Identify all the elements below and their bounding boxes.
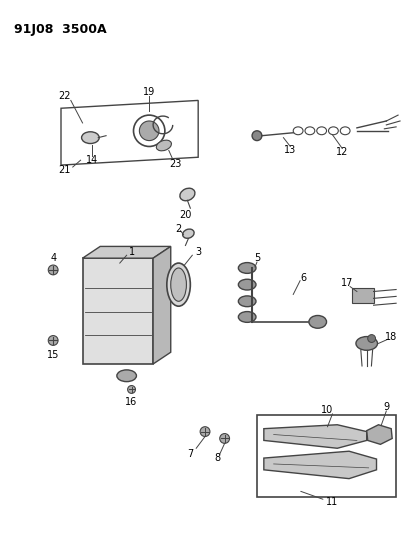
Ellipse shape: [182, 229, 194, 238]
Ellipse shape: [166, 263, 190, 306]
Text: 4: 4: [50, 253, 56, 263]
Text: 22: 22: [59, 91, 71, 101]
Ellipse shape: [238, 312, 255, 322]
Circle shape: [127, 385, 135, 393]
Polygon shape: [82, 246, 170, 258]
Ellipse shape: [81, 132, 99, 143]
Circle shape: [48, 336, 58, 345]
Polygon shape: [153, 246, 170, 364]
Text: 3: 3: [195, 247, 201, 257]
Text: 8: 8: [214, 453, 220, 463]
Text: 18: 18: [384, 332, 396, 342]
Polygon shape: [263, 425, 366, 448]
Text: 14: 14: [86, 155, 98, 165]
Polygon shape: [263, 451, 375, 479]
Ellipse shape: [238, 263, 255, 273]
Text: 91J08  3500A: 91J08 3500A: [14, 23, 106, 36]
Text: 20: 20: [179, 210, 191, 220]
Text: 7: 7: [187, 449, 193, 459]
Ellipse shape: [308, 316, 326, 328]
Ellipse shape: [156, 140, 171, 151]
Bar: [82, 258, 153, 364]
Circle shape: [252, 131, 261, 141]
Circle shape: [199, 427, 209, 437]
Text: 21: 21: [59, 165, 71, 175]
Circle shape: [367, 335, 375, 342]
Text: 1: 1: [128, 247, 134, 257]
Bar: [256, 415, 395, 497]
Text: 11: 11: [325, 497, 338, 507]
Text: 12: 12: [335, 147, 348, 157]
Ellipse shape: [238, 279, 255, 290]
Ellipse shape: [170, 268, 186, 301]
Text: 19: 19: [143, 86, 155, 96]
Circle shape: [219, 433, 229, 443]
Polygon shape: [366, 425, 391, 445]
Text: 23: 23: [169, 159, 181, 169]
Ellipse shape: [355, 336, 377, 350]
Text: 13: 13: [283, 146, 296, 156]
Bar: [351, 288, 373, 303]
Ellipse shape: [238, 296, 255, 306]
Text: 6: 6: [299, 273, 305, 283]
Ellipse shape: [116, 370, 136, 382]
Text: 16: 16: [125, 397, 138, 407]
Ellipse shape: [179, 188, 195, 201]
Text: 5: 5: [253, 253, 259, 263]
Text: 2: 2: [175, 224, 181, 234]
Text: 17: 17: [340, 278, 352, 288]
Circle shape: [139, 121, 159, 141]
Text: 10: 10: [320, 405, 333, 415]
Circle shape: [48, 265, 58, 275]
Text: 15: 15: [47, 350, 59, 360]
Text: 9: 9: [382, 402, 389, 412]
